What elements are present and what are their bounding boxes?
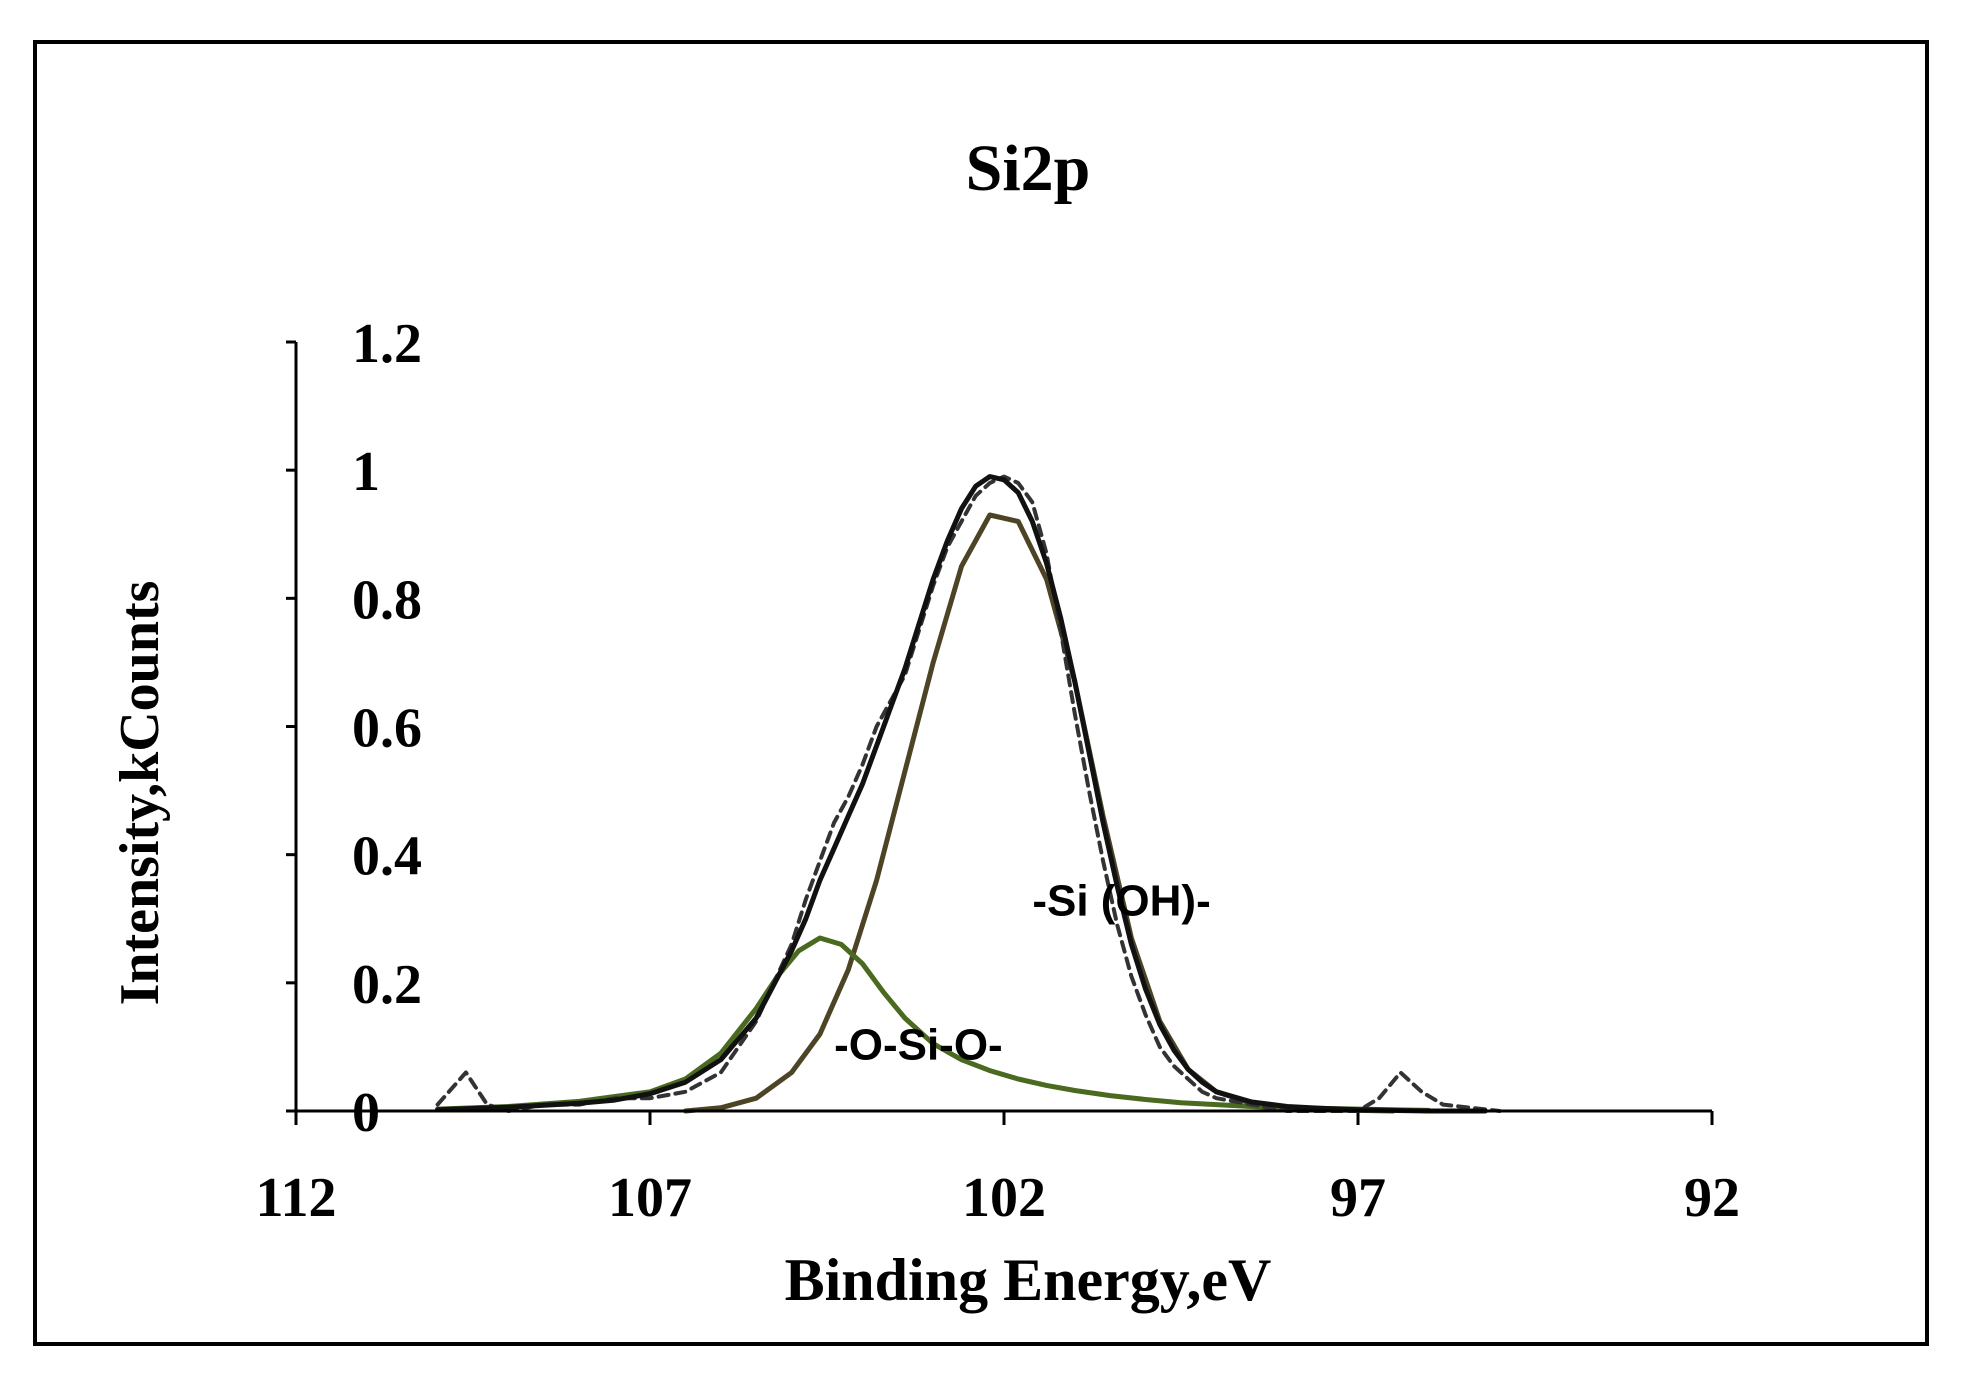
x-tick-label: 102: [962, 1167, 1046, 1229]
chart-frame: [33, 40, 1929, 1346]
series-line-o-si-o: [435, 935, 1432, 1113]
peak-annotation: -Si (OH)-: [1032, 877, 1210, 926]
x-tick-label: 112: [256, 1167, 337, 1229]
peak-annotation: -O-Si-O-: [834, 1021, 1003, 1070]
x-tick-label: 92: [1684, 1167, 1740, 1229]
y-tick-label: 0.6: [352, 698, 422, 760]
chart-title: Si2p: [966, 132, 1091, 205]
y-tick-label: 0.4: [352, 826, 422, 888]
x-tick-label: 97: [1330, 1167, 1386, 1229]
y-tick-label: 0.8: [352, 569, 422, 631]
series-line-envelope-fit: [435, 474, 1488, 1114]
y-tick-label: 1: [352, 441, 380, 503]
y-tick-label: 1.2: [352, 313, 422, 375]
y-tick-label: 0.2: [352, 954, 422, 1016]
x-tick-label: 107: [608, 1167, 692, 1229]
y-axis-label: Intensity,kCounts: [109, 581, 171, 1006]
series-line-raw-data: [435, 474, 1502, 1113]
y-tick-label: 0: [352, 1082, 380, 1144]
x-axis-label: Binding Energy,eV: [785, 1247, 1272, 1313]
